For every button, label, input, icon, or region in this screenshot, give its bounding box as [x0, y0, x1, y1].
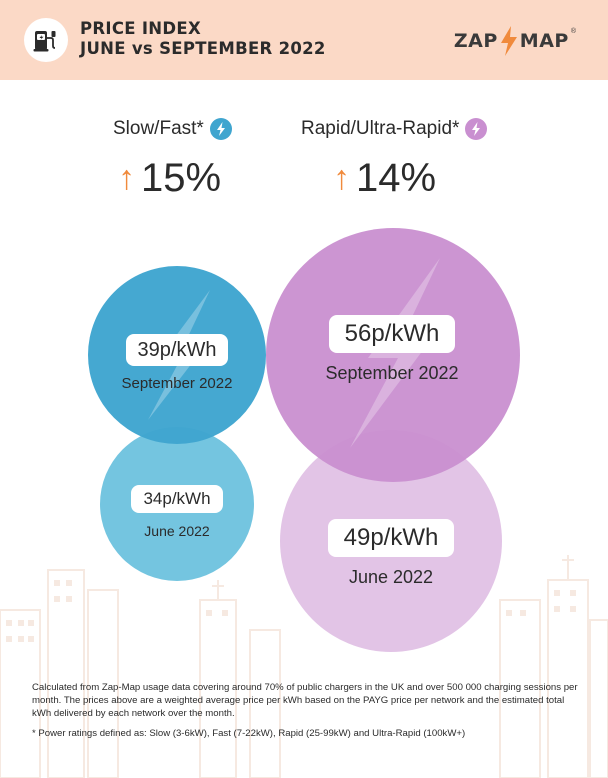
lightning-icon	[350, 258, 440, 448]
price-slow-fast-june: 34p/kWh	[131, 485, 223, 513]
category-label-text: Slow/Fast*	[113, 118, 204, 139]
period-slow-fast-september: September 2022	[121, 375, 233, 392]
period-rapid-september: September 2022	[325, 363, 459, 383]
period-rapid-june: June 2022	[348, 567, 434, 587]
page-subtitle: JUNE vs SEPTEMBER 2022	[80, 39, 326, 58]
period-slow-fast-june: June 2022	[144, 523, 210, 539]
brand-text-right: MAP	[519, 30, 569, 52]
lightning-icon	[209, 118, 232, 140]
price-rapid-june: 49p/kWh	[328, 519, 454, 557]
arrow-up-icon: ↑	[333, 159, 350, 197]
percent-change-slow-fast: ↑ 15%	[118, 156, 221, 201]
ev-charger-icon	[24, 18, 68, 62]
percent-change-rapid: ↑ 14%	[333, 156, 436, 201]
category-label-text: Rapid/Ultra-Rapid*	[301, 118, 460, 139]
registered-mark: ®	[570, 28, 576, 35]
category-label-slow-fast: Slow/Fast*	[113, 118, 232, 140]
header-banner: PRICE INDEX JUNE vs SEPTEMBER 2022 ZAP M…	[0, 0, 608, 80]
page-title: PRICE INDEX	[80, 19, 201, 38]
power-ratings-footnote: * Power ratings defined as: Slow (3-6kW)…	[32, 728, 466, 739]
percent-change-value: 15%	[141, 156, 222, 200]
brand-text-left: ZAP	[453, 30, 498, 52]
lightning-icon	[500, 26, 517, 56]
bubble-rapid-september	[266, 228, 520, 482]
lightning-icon	[465, 118, 488, 140]
arrow-up-icon: ↑	[118, 159, 135, 197]
zapmap-logo: ZAP MAP ®	[454, 26, 576, 56]
price-rapid-september: 56p/kWh	[329, 315, 455, 353]
percent-change-value: 14%	[356, 156, 437, 200]
methodology-footnote: Calculated from Zap-Map usage data cover…	[32, 682, 578, 719]
category-label-rapid: Rapid/Ultra-Rapid*	[301, 118, 488, 140]
city-skyline-illustration	[0, 555, 608, 778]
price-slow-fast-september: 39p/kWh	[126, 334, 228, 366]
